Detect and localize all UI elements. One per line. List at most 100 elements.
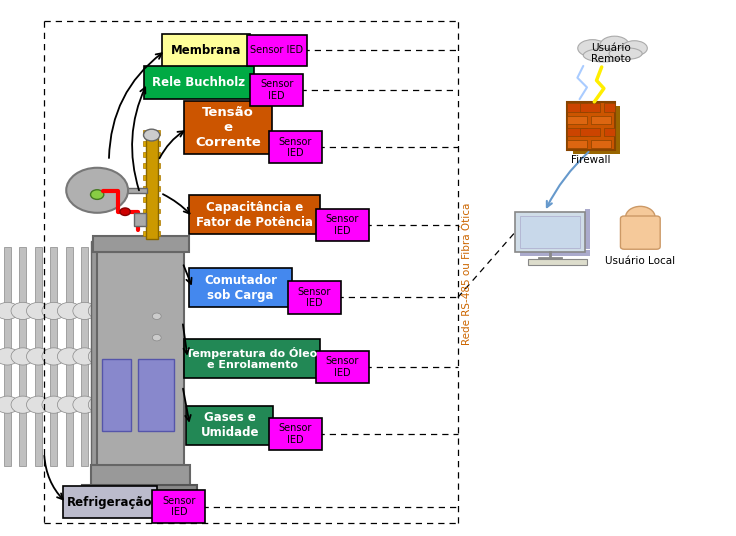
Circle shape (11, 302, 35, 319)
FancyBboxPatch shape (515, 212, 585, 252)
FancyBboxPatch shape (250, 74, 303, 106)
Circle shape (42, 302, 66, 319)
FancyBboxPatch shape (520, 216, 580, 248)
Text: Rede RS-485 ou Fibra Ótica: Rede RS-485 ou Fibra Ótica (462, 202, 473, 345)
Circle shape (135, 348, 158, 365)
FancyBboxPatch shape (269, 131, 322, 163)
Circle shape (88, 396, 112, 413)
Text: Gases e
Umidade: Gases e Umidade (200, 411, 259, 440)
Circle shape (88, 348, 112, 365)
FancyBboxPatch shape (97, 252, 184, 466)
FancyBboxPatch shape (81, 247, 88, 466)
FancyBboxPatch shape (143, 175, 160, 180)
FancyBboxPatch shape (144, 66, 254, 99)
FancyBboxPatch shape (162, 34, 250, 67)
Circle shape (11, 348, 35, 365)
Circle shape (135, 396, 158, 413)
FancyBboxPatch shape (146, 137, 158, 239)
Text: Sensor
IED: Sensor IED (325, 214, 359, 236)
Circle shape (11, 396, 35, 413)
FancyBboxPatch shape (247, 35, 307, 66)
Text: Tensão
e
Corrente: Tensão e Corrente (195, 106, 261, 149)
FancyBboxPatch shape (567, 103, 587, 113)
FancyBboxPatch shape (91, 241, 97, 469)
FancyBboxPatch shape (316, 351, 369, 383)
Text: Membrana: Membrana (171, 44, 241, 57)
FancyBboxPatch shape (528, 259, 587, 265)
Circle shape (104, 396, 127, 413)
FancyBboxPatch shape (19, 247, 26, 466)
Circle shape (119, 348, 143, 365)
FancyBboxPatch shape (50, 247, 57, 466)
Circle shape (0, 396, 19, 413)
Ellipse shape (609, 48, 642, 59)
Circle shape (152, 334, 161, 341)
FancyBboxPatch shape (112, 247, 119, 466)
Text: Refrigeração: Refrigeração (67, 496, 152, 509)
FancyBboxPatch shape (580, 103, 600, 113)
Circle shape (0, 302, 19, 319)
FancyBboxPatch shape (573, 106, 620, 154)
FancyBboxPatch shape (134, 213, 146, 226)
FancyBboxPatch shape (102, 359, 131, 431)
FancyBboxPatch shape (585, 209, 590, 249)
Circle shape (104, 348, 127, 365)
FancyBboxPatch shape (189, 195, 320, 234)
FancyBboxPatch shape (4, 247, 11, 466)
FancyBboxPatch shape (269, 418, 322, 450)
Circle shape (57, 396, 81, 413)
FancyBboxPatch shape (184, 339, 320, 378)
FancyBboxPatch shape (567, 128, 587, 137)
FancyBboxPatch shape (590, 116, 611, 124)
FancyBboxPatch shape (580, 128, 600, 137)
Circle shape (0, 348, 19, 365)
Text: Comutador
sob Carga: Comutador sob Carga (204, 273, 277, 302)
Circle shape (66, 168, 128, 213)
Circle shape (26, 302, 50, 319)
FancyBboxPatch shape (96, 247, 104, 466)
Ellipse shape (583, 49, 623, 62)
Circle shape (42, 396, 66, 413)
FancyBboxPatch shape (316, 209, 369, 241)
FancyBboxPatch shape (184, 101, 272, 154)
Text: Usuário
Remoto: Usuário Remoto (591, 43, 631, 64)
Circle shape (91, 190, 104, 199)
FancyBboxPatch shape (35, 247, 42, 466)
Text: Sensor
IED: Sensor IED (297, 287, 331, 308)
FancyBboxPatch shape (189, 268, 292, 307)
Circle shape (144, 129, 160, 141)
FancyBboxPatch shape (567, 116, 587, 124)
Circle shape (119, 302, 143, 319)
Circle shape (135, 302, 158, 319)
Text: Temperatura do Óleo
e Enrolamento: Temperatura do Óleo e Enrolamento (186, 346, 318, 370)
Circle shape (73, 396, 96, 413)
FancyBboxPatch shape (567, 102, 615, 150)
Circle shape (626, 206, 655, 228)
Text: Sensor
IED: Sensor IED (278, 423, 312, 445)
Text: Rele Buchholz: Rele Buchholz (152, 76, 245, 89)
Text: Capacitância e
Fator de Potência: Capacitância e Fator de Potência (197, 200, 313, 229)
FancyBboxPatch shape (143, 209, 160, 213)
FancyBboxPatch shape (143, 163, 160, 168)
Circle shape (73, 348, 96, 365)
Ellipse shape (578, 40, 607, 57)
FancyBboxPatch shape (620, 216, 660, 249)
FancyBboxPatch shape (567, 140, 587, 148)
FancyBboxPatch shape (143, 220, 160, 225)
Circle shape (119, 396, 143, 413)
FancyBboxPatch shape (91, 465, 190, 487)
FancyBboxPatch shape (143, 130, 160, 135)
FancyBboxPatch shape (143, 231, 160, 236)
Text: Sensor IED: Sensor IED (250, 46, 303, 55)
Circle shape (42, 348, 66, 365)
FancyBboxPatch shape (143, 247, 150, 466)
FancyBboxPatch shape (143, 186, 160, 191)
Circle shape (73, 302, 96, 319)
FancyBboxPatch shape (143, 197, 160, 202)
FancyBboxPatch shape (63, 486, 157, 518)
Text: Firewall: Firewall (571, 155, 610, 165)
FancyBboxPatch shape (143, 141, 160, 146)
FancyBboxPatch shape (138, 359, 174, 431)
Ellipse shape (600, 36, 629, 55)
Circle shape (57, 302, 81, 319)
